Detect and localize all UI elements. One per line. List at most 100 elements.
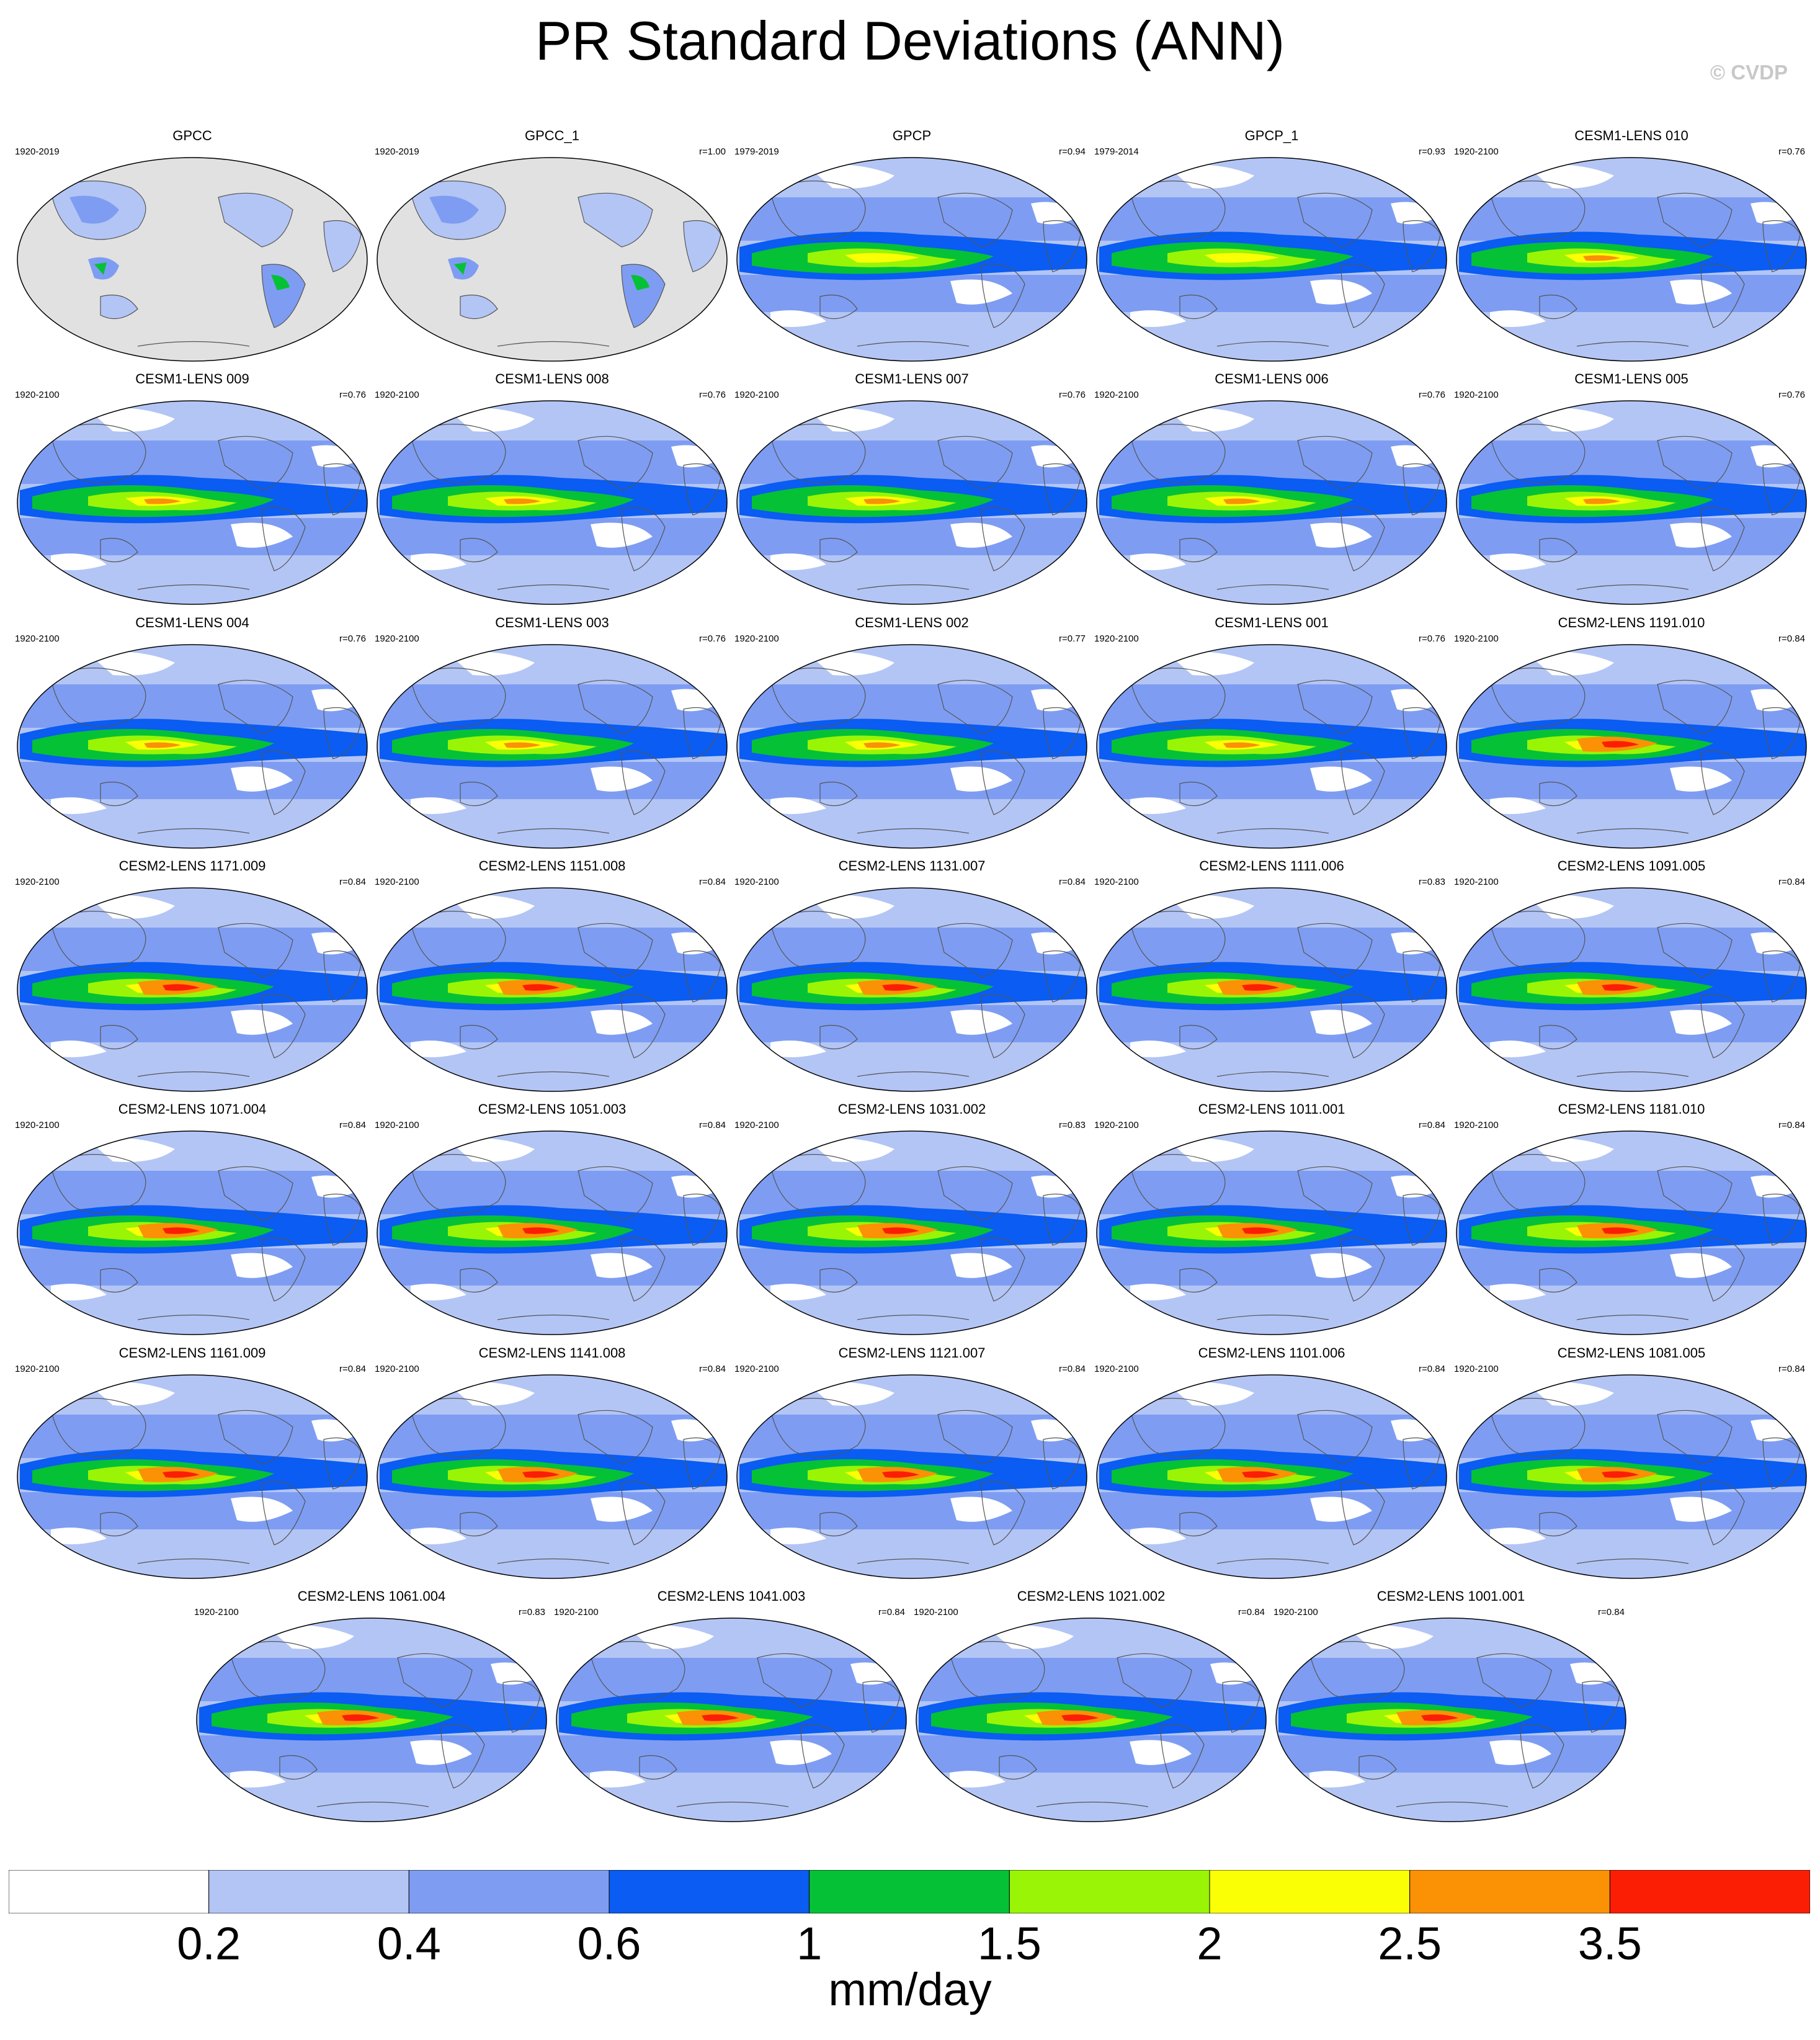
- panel-period: 1920-2100: [734, 1120, 779, 1130]
- colorbar-tick-label: 0.2: [177, 1918, 241, 1969]
- map-panel: GPCC 1920-2019: [14, 129, 371, 377]
- coastline: [857, 828, 970, 834]
- map-panel: CESM2-LENS 1061.004 1920-2100 r=0.83: [193, 1590, 550, 1838]
- itcz-max: [504, 742, 541, 748]
- map-panel: CESM1-LENS 001 1920-2100 r=0.76: [1093, 616, 1450, 864]
- coastline: [578, 436, 653, 491]
- panel-period: 1920-2100: [1274, 1607, 1318, 1617]
- dry-zone-southeast-pacific: [1310, 522, 1372, 548]
- subtropical-band-north: [1097, 1415, 1447, 1458]
- coastline: [1582, 1680, 1620, 1733]
- panel-title: CESM2-LENS 1171.009: [118, 858, 266, 874]
- coastline: [1403, 463, 1441, 516]
- panel-correlation: r=0.83: [519, 1607, 545, 1617]
- dry-zone-south: [770, 1528, 826, 1544]
- map-panel: CESM2-LENS 1021.002 1920-2100 r=0.84: [912, 1590, 1270, 1838]
- panel-period: 1920-2100: [375, 877, 419, 887]
- map-border: [17, 1374, 368, 1579]
- robinson-map: [17, 157, 368, 362]
- panel-correlation: r=1.00: [699, 146, 726, 157]
- panel-correlation: r=0.76: [1778, 146, 1805, 157]
- coastline: [410, 911, 506, 970]
- subtropical-band-south: [737, 1005, 1087, 1042]
- panel-period: 1920-2100: [1094, 633, 1139, 644]
- coastline: [1700, 264, 1745, 328]
- subtropical-band-north: [1097, 197, 1447, 241]
- subtropical-band-south: [916, 1735, 1266, 1773]
- enso-peak: [1602, 741, 1639, 748]
- subtropical-band-north: [197, 1658, 546, 1701]
- coastline: [460, 1511, 498, 1537]
- robinson-map: [1096, 887, 1447, 1092]
- subtropical-band-south: [17, 518, 367, 555]
- coastline: [137, 584, 250, 590]
- coastline: [1657, 679, 1733, 735]
- dry-zone-southeast-pacific: [1310, 279, 1372, 305]
- panel-period: 1920-2100: [914, 1607, 958, 1617]
- subtropical-band-south: [17, 1248, 367, 1286]
- coastline: [621, 751, 666, 815]
- coastline: [1520, 1724, 1564, 1789]
- coastline: [1340, 507, 1385, 571]
- enso-peak: [342, 1714, 379, 1721]
- coastline: [578, 192, 653, 248]
- panel-period: 1979-2019: [734, 146, 779, 157]
- coastline: [1160, 1724, 1205, 1789]
- subtropical-band-south: [17, 1005, 367, 1042]
- colorbar-tick-label: 0.6: [577, 1918, 641, 1969]
- map-border: [1096, 157, 1447, 362]
- coastline: [1043, 707, 1081, 759]
- coastline: [1657, 192, 1733, 248]
- dry-zone-south: [411, 553, 466, 570]
- map-panel: CESM2-LENS 1091.005 1920-2100 r=0.84: [1453, 859, 1810, 1107]
- coastline: [1700, 507, 1745, 571]
- coastline: [1489, 911, 1586, 970]
- map-panel: CESM2-LENS 1131.007 1920-2100 r=0.84: [733, 859, 1091, 1107]
- subtropical-band-south: [197, 1735, 546, 1773]
- panel-title: CESM1-LENS 007: [855, 371, 969, 387]
- dry-zone-south: [590, 1771, 646, 1787]
- coastline: [502, 1680, 541, 1733]
- dry-zone-south: [1490, 553, 1546, 570]
- dry-zone-southeast-pacific: [231, 766, 293, 792]
- coastline: [397, 1653, 473, 1708]
- subtropical-band-north: [737, 1171, 1087, 1214]
- dry-zone-south: [1130, 797, 1186, 814]
- map-border: [1096, 887, 1447, 1092]
- page-title: PR Standard Deviations (ANN): [535, 10, 1285, 71]
- coastline: [1576, 1558, 1689, 1564]
- subtropical-band-north: [17, 928, 367, 971]
- coastline: [1576, 341, 1689, 347]
- panel-correlation: r=0.84: [1778, 1120, 1805, 1130]
- map-panel: CESM1-LENS 008 1920-2100 r=0.76: [373, 372, 731, 620]
- robinson-map: [196, 1617, 547, 1822]
- robinson-map: [1096, 1130, 1447, 1335]
- dry-zone-south: [770, 1284, 826, 1300]
- coastline: [683, 1437, 721, 1490]
- enso-peak: [882, 1471, 919, 1478]
- coastline: [639, 1755, 677, 1780]
- colorbar-tick-label: 2.5: [1378, 1918, 1442, 1969]
- robinson-map: [736, 400, 1087, 605]
- map-panel: CESM1-LENS 009 1920-2100 r=0.76: [14, 372, 371, 620]
- coastline: [1340, 751, 1385, 815]
- dry-zone-south: [770, 1040, 826, 1057]
- map-panel: CESM1-LENS 004 1920-2100 r=0.76: [14, 616, 371, 864]
- map-panel: CESM1-LENS 005 1920-2100 r=0.76: [1453, 372, 1810, 620]
- enso-peak: [1242, 1471, 1279, 1478]
- coastline: [1340, 1237, 1385, 1302]
- coastline: [770, 1154, 866, 1214]
- itcz-max: [504, 498, 541, 504]
- subtropical-band-south: [1456, 762, 1806, 799]
- panel-period: 1920-2100: [15, 390, 60, 400]
- coastline: [1489, 668, 1586, 727]
- itcz-max: [863, 498, 901, 504]
- coastline: [981, 264, 1025, 328]
- dry-zone-south: [1490, 1040, 1546, 1057]
- colorbar-segment: [208, 1870, 409, 1913]
- coastline: [1222, 1680, 1260, 1733]
- dry-zone-southeast-pacific: [1670, 766, 1732, 792]
- subtropical-band-north: [1276, 1658, 1626, 1701]
- map-border: [17, 157, 368, 362]
- dry-zone-south: [1130, 1040, 1186, 1057]
